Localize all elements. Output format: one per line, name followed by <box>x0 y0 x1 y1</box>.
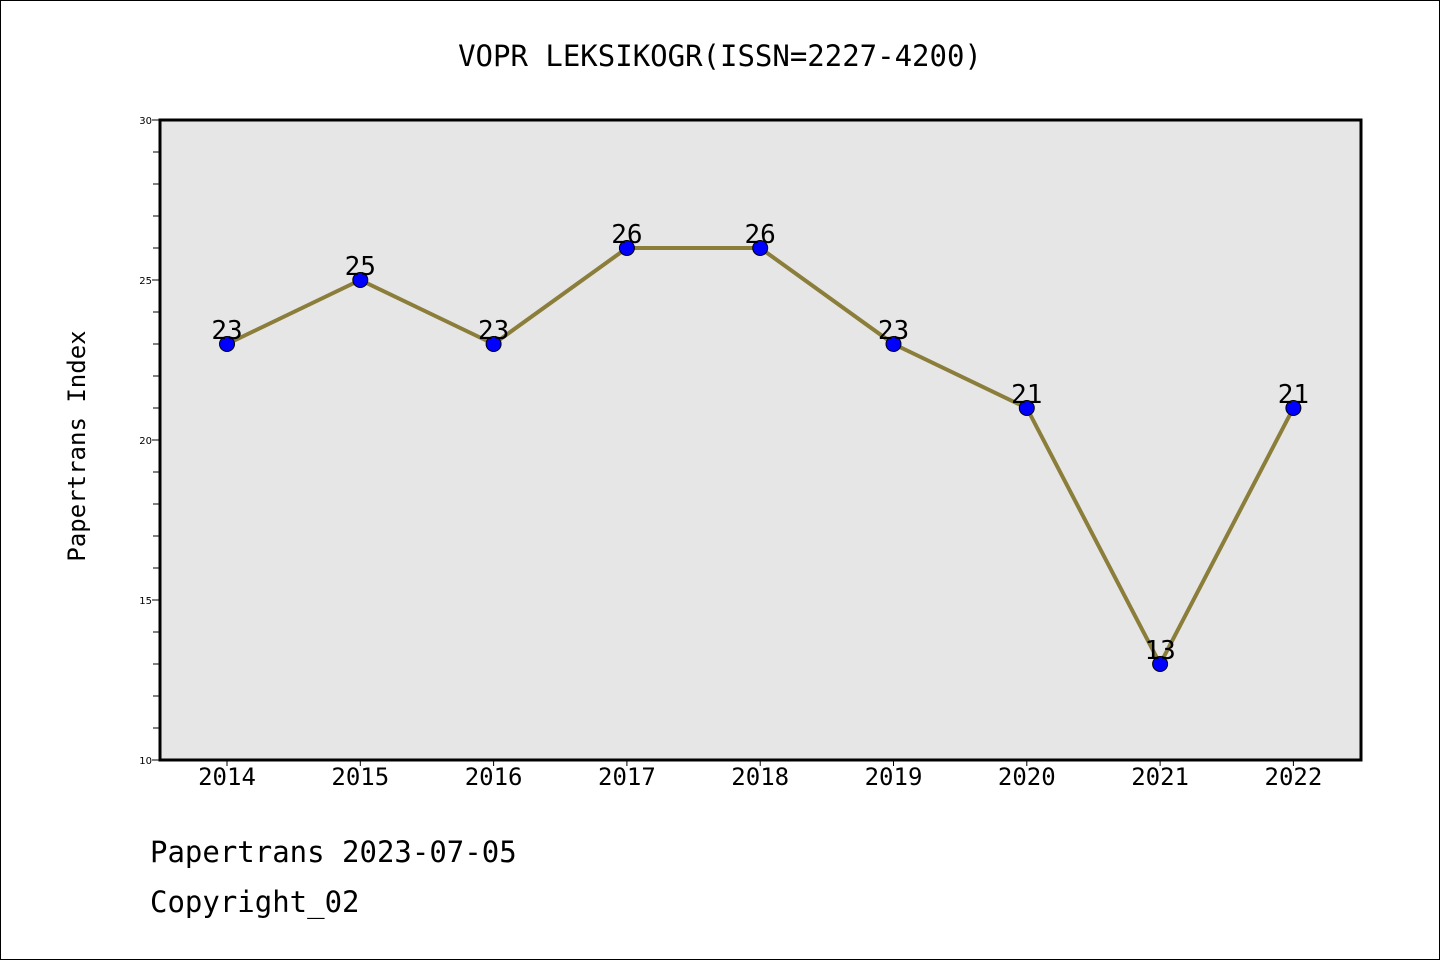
data-label: 13 <box>1144 636 1175 666</box>
data-point <box>352 272 369 288</box>
data-label: 25 <box>345 252 376 282</box>
footer-date: Papertrans 2023-07-05 <box>150 835 517 869</box>
y-tick-label: 25 <box>139 276 152 287</box>
data-label: 23 <box>211 316 242 346</box>
x-tick-label: 2016 <box>465 763 523 791</box>
x-tick-label: 2019 <box>865 763 923 791</box>
x-tick-label: 2021 <box>1131 763 1189 791</box>
y-tick-label: 30 <box>139 116 152 127</box>
data-label: 23 <box>478 316 509 346</box>
markers <box>219 240 1302 672</box>
data-label: 21 <box>1278 380 1309 410</box>
plot-area <box>160 120 1361 760</box>
chart-title: VOPR LEKSIKOGR(ISSN=2227-4200) <box>458 39 982 73</box>
y-tick-label: 15 <box>139 596 152 607</box>
data-point <box>1152 656 1169 672</box>
y-tick-label: 20 <box>139 436 152 447</box>
plot-border <box>158 118 1363 762</box>
data-point <box>618 240 635 256</box>
x-tick-label: 2017 <box>598 763 656 791</box>
x-tick-label: 2022 <box>1265 763 1323 791</box>
x-tick-label: 2015 <box>331 763 389 791</box>
data-label: 26 <box>745 220 776 250</box>
data-point <box>1018 400 1035 416</box>
data-point <box>752 240 769 256</box>
data-point <box>485 336 502 352</box>
data-label: 26 <box>611 220 642 250</box>
y-tick-label: 10 <box>139 756 152 767</box>
data-point <box>1285 400 1302 416</box>
x-axis: 2014 2015 2016 2017 2018 2019 2020 2021 2022 <box>198 760 1322 791</box>
data-label: 21 <box>1011 380 1042 410</box>
data-labels: 23 25 23 26 26 23 21 13 21 <box>211 220 1309 666</box>
x-tick-label: 2018 <box>731 763 789 791</box>
data-label: 23 <box>878 316 909 346</box>
y-axis: 10 15 20 25 30 <box>139 116 160 767</box>
data-point <box>885 336 902 352</box>
x-tick-label: 2020 <box>998 763 1056 791</box>
y-axis-label: Papertrans Index <box>63 330 91 561</box>
footer-copyright: Copyright_02 <box>150 885 360 919</box>
data-point <box>219 336 235 352</box>
x-tick-label: 2014 <box>198 763 256 791</box>
